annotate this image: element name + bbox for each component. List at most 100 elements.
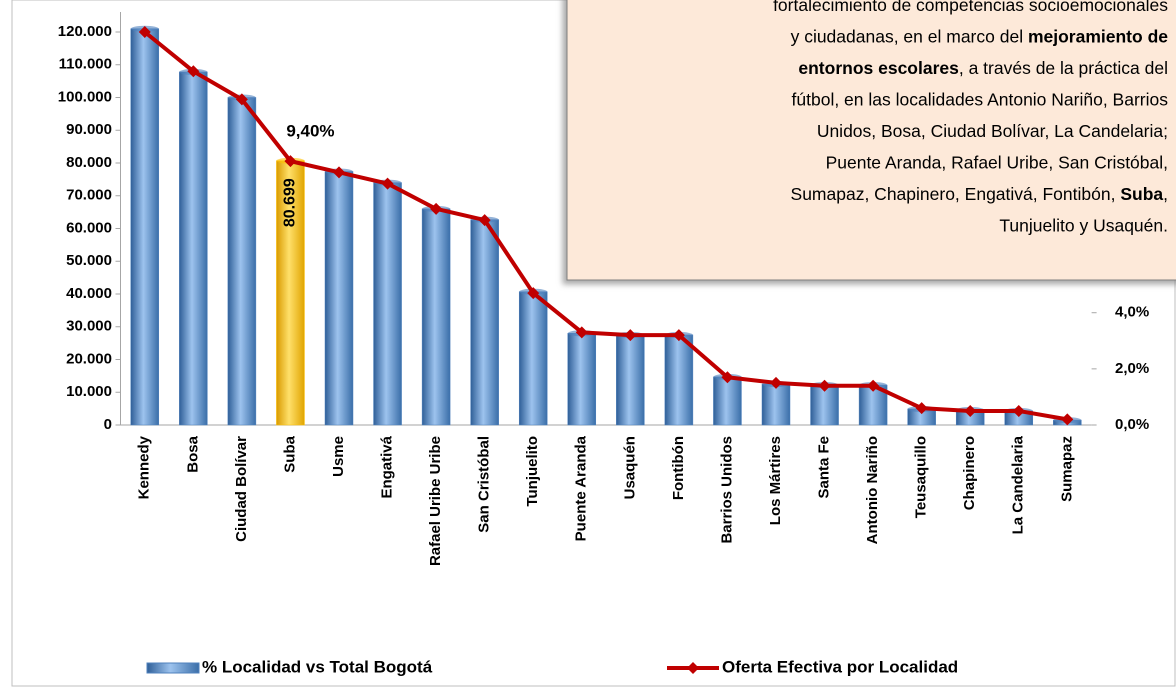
annotation-text: Tunjuelito y Usaquén.: [999, 215, 1168, 235]
bar: [810, 384, 839, 426]
x-tick-label: Barrios Unidos: [718, 436, 735, 544]
annotation-text: entornos escolares: [798, 58, 959, 78]
y-tick-label: 0: [104, 416, 112, 433]
annotation-text: mejoramiento de: [1028, 26, 1168, 46]
y-tick-label: 10.000: [66, 383, 112, 400]
bar: [616, 334, 645, 426]
y2-tick-label: 0,0%: [1115, 416, 1149, 433]
y-tick-label: 80.000: [66, 154, 112, 171]
y-tick-label: 60.000: [66, 219, 112, 236]
annotation-background: [566, 0, 1176, 281]
annotation-line: entornos escolares, a través de la práct…: [798, 58, 1168, 78]
y-tick-label: 90.000: [66, 121, 112, 138]
line-marker: [430, 202, 443, 215]
x-tick-label: Puente Aranda: [573, 435, 590, 541]
x-tick-label: Kennedy: [136, 435, 153, 499]
x-tick-label: Sumapaz: [1058, 436, 1075, 502]
line-marker: [138, 26, 151, 38]
y2-tick-label: 2,0%: [1115, 360, 1149, 377]
bar: [664, 334, 694, 426]
line-value-label: 9,40%: [286, 122, 334, 141]
annotation-line: Tunjuelito y Usaquén.: [999, 215, 1168, 235]
x-tick-label: Los Mártires: [767, 436, 784, 525]
line-marker: [769, 376, 782, 389]
annotation-text: Puente Aranda, Rafael Uribe, San Cristób…: [826, 152, 1168, 172]
line-marker: [721, 371, 734, 384]
y2-tick-label: 4,0%: [1115, 304, 1149, 321]
bar: [373, 182, 402, 426]
x-tick-label: San Cristóbal: [476, 436, 493, 533]
line-marker: [672, 329, 685, 342]
annotation-text: Unidos, Bosa, Ciudad Bolívar, La Candela…: [817, 121, 1168, 141]
line-marker: [332, 166, 345, 179]
bar: [518, 291, 548, 426]
y-tick-label: 100.000: [58, 88, 112, 105]
annotation-text: , a través de la práctica del: [959, 58, 1168, 78]
bar-value-label: 80.699: [282, 178, 299, 227]
x-tick-label: Fontibón: [670, 436, 687, 500]
line-marker: [235, 93, 248, 106]
annotation-line: y ciudadanas, en el marco del mejoramien…: [791, 26, 1169, 46]
y-tick-label: 50.000: [66, 252, 112, 269]
y-tick-label: 40.000: [66, 285, 112, 302]
x-tick-label: Rafael Uribe Uribe: [427, 436, 444, 566]
legend-marker: [687, 662, 699, 674]
line-marker: [818, 379, 831, 392]
annotation-line: Sumapaz, Chapinero, Engativá, Fontibón, …: [791, 184, 1168, 204]
line-marker: [624, 329, 637, 342]
line-marker: [867, 379, 880, 392]
line: [143, 30, 1068, 422]
y-tick-label: 70.000: [66, 187, 112, 204]
line-marker: [1061, 413, 1074, 426]
bar: [761, 383, 791, 426]
bar: [179, 71, 208, 426]
annotation-box: fortalecimiento de competencias socioemo…: [566, 0, 1176, 281]
x-tick-label: Suba: [281, 435, 298, 472]
x-tick-label: Ciudad Bolívar: [233, 436, 250, 542]
x-tick-label: Santa Fe: [816, 436, 833, 499]
annotation-line: Puente Aranda, Rafael Uribe, San Cristób…: [826, 152, 1168, 172]
legend-swatch: [146, 662, 200, 674]
bar: [227, 97, 257, 426]
annotation-line: Unidos, Bosa, Ciudad Bolívar, La Candela…: [817, 121, 1168, 141]
x-tick-label: Bosa: [184, 435, 201, 472]
x-tick-label: Tunjuelito: [524, 436, 541, 507]
annotation-line: fortalecimiento de competencias socioemo…: [773, 0, 1168, 15]
y-tick-label: 30.000: [66, 318, 112, 335]
line-marker: [527, 287, 540, 300]
line-marker: [964, 404, 977, 417]
chart-border: [11, 0, 1176, 687]
bar: [324, 171, 354, 426]
line-marker: [381, 177, 394, 190]
bar: [470, 219, 499, 426]
x-tick-label: Teusaquillo: [913, 436, 930, 518]
x-tick-label: Usaquén: [621, 436, 638, 499]
x-tick-label: Chapinero: [961, 436, 978, 510]
bar: [130, 28, 160, 426]
line-marker: [187, 65, 200, 78]
annotation-text: fortalecimiento de competencias socioemo…: [773, 0, 1168, 15]
line-marker: [478, 214, 491, 227]
line-marker: [575, 326, 588, 339]
annotation-line: fútbol, en las localidades Antonio Nariñ…: [792, 89, 1169, 109]
x-tick-label: Antonio Nariño: [864, 436, 881, 544]
bar: [421, 208, 451, 426]
legend-label: % Localidad vs Total Bogotá: [202, 657, 433, 676]
line-marker: [284, 155, 297, 168]
line-marker: [915, 402, 928, 415]
line-marker: [1012, 404, 1025, 417]
annotation-text: Sumapaz, Chapinero, Engativá, Fontibón,: [791, 184, 1121, 204]
x-tick-label: Usme: [330, 436, 347, 477]
annotation-text: y ciudadanas, en el marco del: [791, 26, 1028, 46]
y-tick-label: 110.000: [59, 56, 112, 73]
y-tick-label: 120.000: [58, 23, 112, 40]
x-tick-label: Engativá: [379, 435, 396, 498]
annotation-text: fútbol, en las localidades Antonio Nariñ…: [792, 89, 1169, 109]
legend-label: Oferta Efectiva por Localidad: [722, 657, 958, 676]
annotation-text: ,: [1163, 184, 1168, 204]
y-tick-label: 20.000: [66, 350, 112, 367]
bar: [713, 376, 742, 426]
annotation-text: Suba: [1120, 184, 1163, 204]
bar: [567, 333, 597, 426]
